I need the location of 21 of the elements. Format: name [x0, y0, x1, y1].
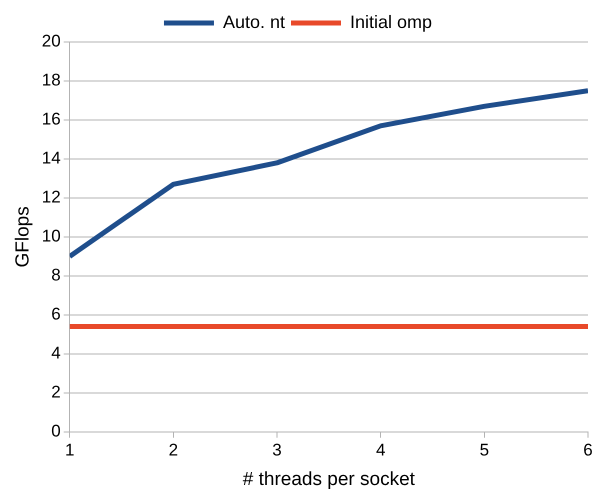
legend-label: Auto. nt — [222, 12, 286, 32]
legend-label: Initial omp — [350, 12, 432, 32]
y-tick-label: 4 — [51, 344, 61, 363]
x-tick-label: 4 — [376, 440, 386, 460]
y-axis-title: GFlops — [12, 206, 34, 268]
y-tick-label: 10 — [42, 226, 61, 246]
y-tick-label: 6 — [51, 304, 61, 324]
x-tick-label: 3 — [272, 440, 282, 460]
x-tick-label: 2 — [168, 440, 178, 460]
y-tick-label: 14 — [42, 148, 61, 168]
y-tick-label: 18 — [42, 70, 61, 90]
x-axis-title: # threads per socket — [242, 468, 416, 490]
y-tick-label: 16 — [42, 110, 61, 129]
x-tick-label: 6 — [583, 440, 593, 460]
y-tick-label: 12 — [42, 188, 61, 207]
x-tick-label: 5 — [480, 440, 490, 460]
y-tick-label: 0 — [51, 421, 61, 440]
y-tick-label: 20 — [42, 32, 61, 51]
y-tick-label: 8 — [51, 266, 61, 285]
x-tick-label: 1 — [64, 440, 74, 460]
y-tick-label: 2 — [51, 382, 61, 402]
